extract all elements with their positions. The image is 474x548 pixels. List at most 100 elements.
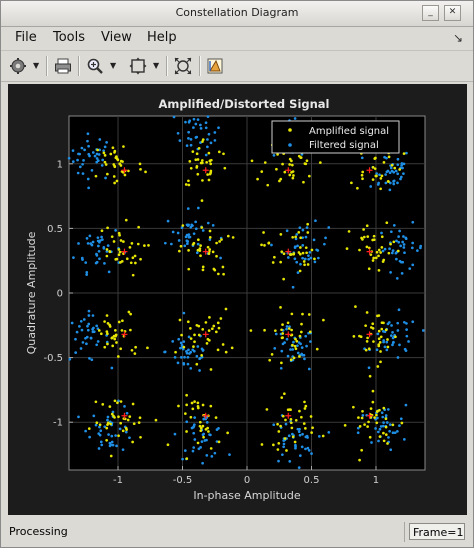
zoom-dropdown-icon[interactable]: ▼ [110, 61, 117, 70]
filtered-point [81, 258, 84, 261]
filtered-point [200, 440, 204, 444]
filtered-point [411, 220, 415, 224]
amplified-point [127, 310, 131, 314]
menu-help[interactable]: Help [147, 30, 177, 45]
amplified-point [309, 415, 313, 418]
amplified-point [137, 421, 141, 424]
filtered-point [90, 169, 94, 172]
amplified-point [189, 326, 192, 330]
amplified-point [294, 235, 297, 239]
filtered-point [186, 355, 190, 359]
filtered-point [99, 429, 103, 433]
filtered-point [195, 354, 199, 358]
filtered-point [87, 186, 90, 190]
zoom-icon[interactable] [84, 55, 106, 77]
filtered-point [124, 430, 128, 434]
filtered-point [282, 442, 286, 446]
amplified-point [111, 146, 115, 150]
filtered-point [78, 325, 81, 328]
amplified-point [281, 414, 285, 418]
pan-icon[interactable] [127, 55, 149, 77]
amplified-point [180, 333, 183, 337]
filtered-point [391, 431, 395, 435]
filtered-point [301, 256, 304, 260]
filtered-point [193, 423, 196, 427]
minimize-icon[interactable]: _ [422, 5, 439, 21]
constellation-plot[interactable]: Amplified/Distorted Signal -1 -0.5 0 0.5 1-1… [8, 84, 467, 515]
amplified-point [276, 448, 280, 451]
menu-view[interactable]: View [101, 30, 132, 45]
amplified-point [143, 244, 146, 247]
x-tick-label: 1 [373, 475, 379, 486]
amplified-point [380, 174, 384, 178]
filtered-point [185, 223, 189, 227]
filtered-point [196, 118, 200, 121]
amplified-point [113, 399, 117, 403]
amplified-point [122, 240, 125, 243]
amplified-point [371, 389, 375, 393]
filtered-point [76, 158, 79, 162]
filtered-point [107, 433, 110, 436]
filtered-point [395, 239, 398, 243]
amplified-point [394, 335, 397, 339]
filtered-point [103, 262, 106, 265]
amplified-point [205, 342, 209, 345]
amplified-point [292, 252, 296, 255]
menu-tools[interactable]: Tools [53, 30, 85, 45]
amplified-point [365, 311, 369, 314]
amplified-point [194, 158, 198, 162]
filtered-point [356, 426, 360, 430]
filtered-point [123, 405, 126, 408]
amplified-point [396, 249, 400, 253]
amplified-point [279, 177, 283, 181]
filtered-point [209, 433, 212, 437]
amplified-point [380, 235, 384, 239]
amplified-point [221, 265, 225, 269]
amplified-point [139, 167, 142, 171]
filtered-point [404, 403, 408, 407]
filtered-point [376, 430, 380, 434]
filtered-point [107, 270, 111, 274]
filtered-point [193, 416, 197, 419]
fit-icon[interactable] [172, 55, 194, 77]
filtered-point [71, 160, 75, 163]
amplified-point [358, 458, 361, 462]
filtered-point [125, 411, 129, 415]
amplified-point [101, 402, 105, 406]
filtered-point [86, 132, 90, 136]
measure-icon[interactable] [204, 55, 226, 77]
amplified-point [126, 418, 130, 422]
filtered-point [97, 153, 101, 156]
toolbar-separator [199, 56, 201, 76]
amplified-point [119, 261, 122, 264]
amplified-point [283, 437, 287, 440]
amplified-point [198, 420, 202, 424]
pan-dropdown-icon[interactable]: ▼ [153, 61, 160, 70]
amplified-point [119, 347, 123, 351]
amplified-point [112, 175, 116, 178]
amplified-point [288, 157, 292, 161]
filtered-point [189, 225, 193, 229]
print-icon[interactable] [52, 55, 74, 77]
amplified-point [208, 159, 212, 163]
gear-dropdown-icon[interactable]: ▼ [33, 61, 40, 70]
amplified-point [288, 163, 292, 166]
filtered-point [79, 347, 83, 350]
filtered-point [179, 341, 183, 345]
filtered-point [202, 417, 206, 421]
filtered-point [86, 328, 90, 332]
filtered-point [86, 177, 90, 181]
filtered-point [307, 254, 310, 258]
dock-arrow-icon[interactable]: ↘ [452, 31, 463, 45]
filtered-point [106, 415, 110, 419]
amplified-point [375, 174, 378, 178]
filtered-point [198, 356, 202, 360]
amplified-point [368, 374, 372, 378]
amplified-point [358, 425, 362, 428]
filtered-point [360, 156, 364, 160]
filtered-point [97, 432, 101, 435]
menu-file[interactable]: File [15, 30, 37, 45]
close-icon[interactable]: ✕ [444, 5, 461, 21]
gear-icon[interactable] [7, 55, 29, 77]
filtered-point [287, 434, 291, 438]
